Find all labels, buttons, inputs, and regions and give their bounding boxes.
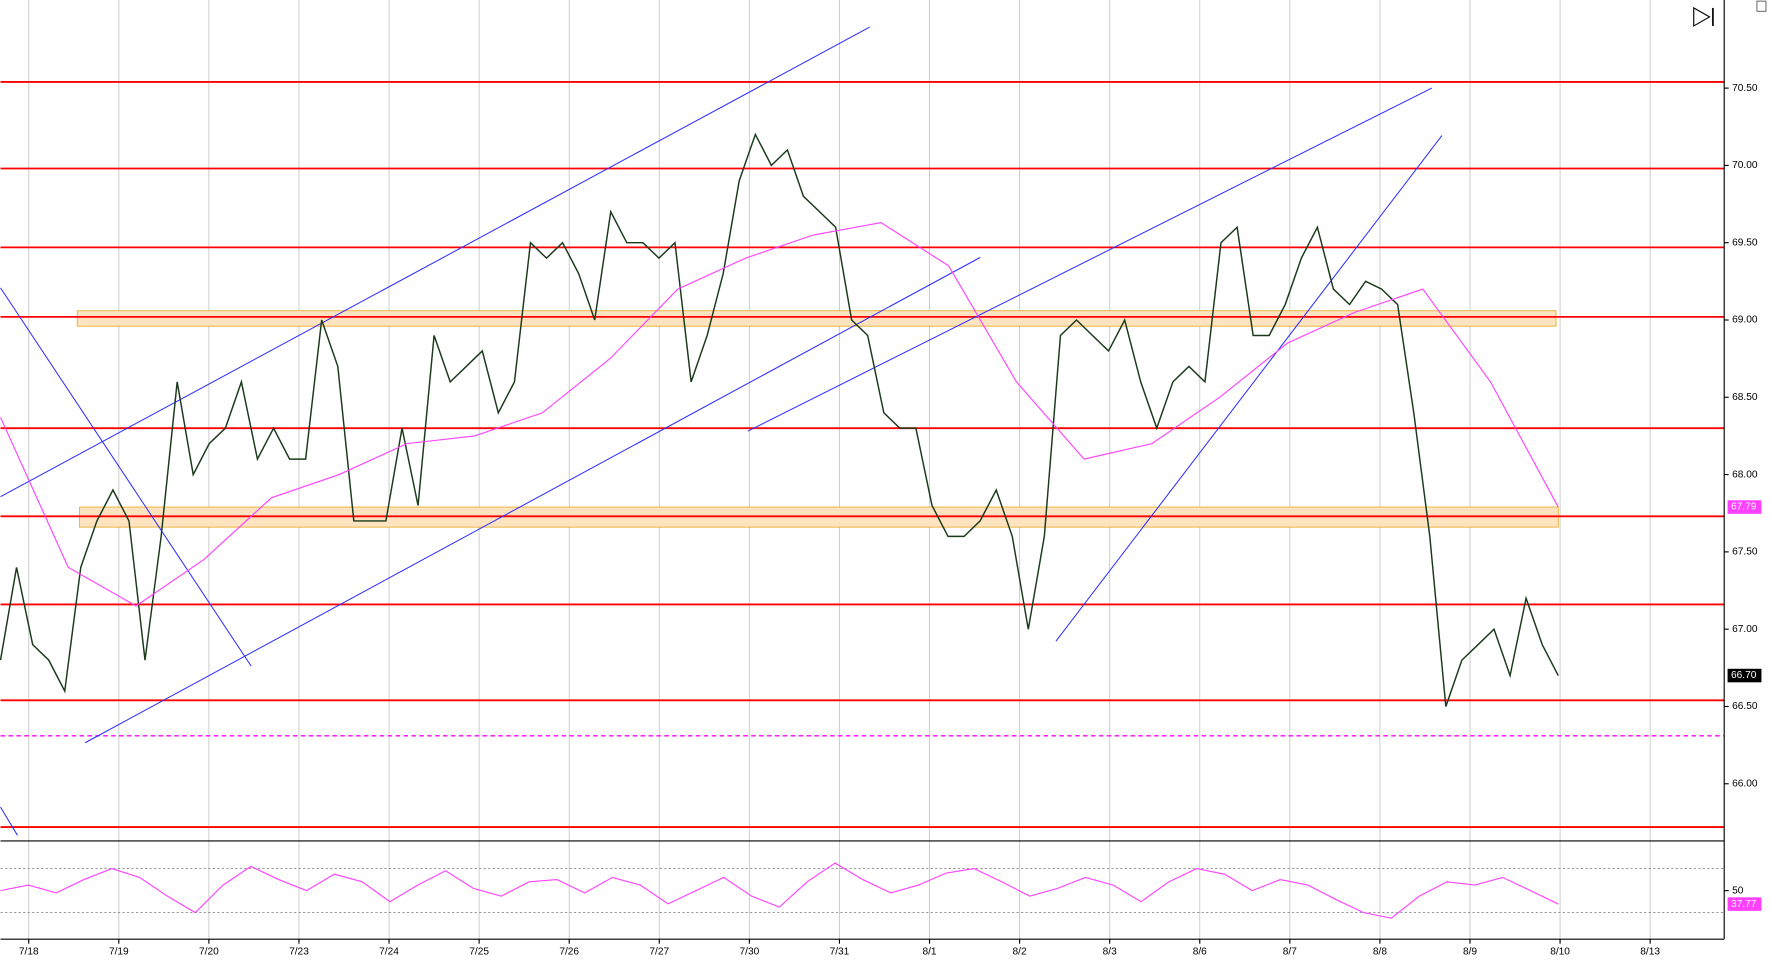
x-tick-label: 7/27: [649, 946, 669, 957]
x-tick-label: 8/8: [1373, 946, 1387, 957]
x-tick-label: 7/30: [739, 946, 759, 957]
y-tick-label: 68.50: [1732, 392, 1758, 403]
x-tick-label: 7/31: [830, 946, 850, 957]
trendlines: [0, 26, 1443, 836]
trendline: [747, 87, 1433, 432]
price-label-box: [1727, 500, 1762, 514]
y-tick-label: 69.00: [1732, 315, 1758, 326]
x-tick-label: 8/6: [1193, 946, 1207, 957]
x-tick-label: 7/25: [469, 946, 489, 957]
x-tick-label: 8/13: [1640, 946, 1660, 957]
x-tick-label: 8/10: [1550, 946, 1570, 957]
rsi-label-box: [1727, 897, 1762, 911]
play-icon[interactable]: [1693, 6, 1711, 27]
x-tick-label: 7/20: [199, 946, 219, 957]
rsi-tick-label: 50: [1732, 885, 1744, 896]
x-tick-label: 8/1: [922, 946, 936, 957]
price-line: [0, 132, 1559, 707]
x-tick-label: 7/19: [109, 946, 129, 957]
levels: [0, 81, 1725, 828]
x-tick-label: 7/23: [289, 946, 309, 957]
x-tick-label: 8/7: [1283, 946, 1297, 957]
trendline: [0, 26, 870, 498]
trendline: [1055, 135, 1443, 642]
x-tick-label: 8/9: [1463, 946, 1477, 957]
trendline: [0, 806, 18, 836]
trendline: [0, 287, 252, 667]
y-tick-label: 67.00: [1732, 624, 1758, 635]
grid: [28, 0, 1651, 940]
rsi-label: 37.77: [1731, 899, 1757, 910]
y-tick-label: 66.00: [1732, 778, 1758, 789]
x-tick-label: 7/26: [559, 946, 579, 957]
moving-average: [0, 222, 1559, 607]
end-button[interactable]: [1693, 6, 1714, 27]
y-tick-label: 70.00: [1732, 160, 1758, 171]
series: [0, 132, 1559, 707]
panel-button[interactable]: [1756, 0, 1767, 12]
y-tick-label: 69.50: [1732, 237, 1758, 248]
x-tick-label: 7/24: [379, 946, 399, 957]
price-label-box: [1727, 668, 1762, 683]
y-tick-label: 67.50: [1732, 547, 1758, 558]
x-tick-label: 7/18: [19, 946, 39, 957]
price-label: 66.70: [1731, 670, 1757, 681]
zones: [76, 310, 1559, 528]
y-tick-label: 70.50: [1732, 83, 1758, 94]
x-tick-label: 8/3: [1103, 946, 1117, 957]
trendline: [84, 256, 981, 744]
rsi-line: [0, 862, 1559, 919]
price-label: 67.79: [1731, 502, 1757, 513]
x-tick-label: 8/2: [1013, 946, 1027, 957]
axes: 7/18 7/19 7/20 7/23 7/24 7/25 7/26 7/27 7/30 7/31…: [19, 83, 1762, 957]
y-tick-label: 68.00: [1732, 469, 1758, 480]
y-tick-label: 66.50: [1732, 701, 1758, 712]
zone: [76, 310, 1557, 327]
rsi-panel: 50 37.77: [0, 862, 1762, 919]
